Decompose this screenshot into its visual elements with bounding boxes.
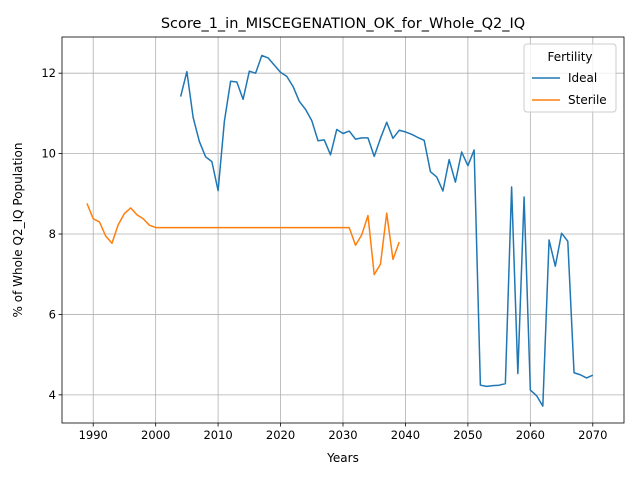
x-tick-label: 2070 [578, 428, 607, 442]
x-tick-label: 2040 [391, 428, 420, 442]
legend-title: Fertility [547, 50, 592, 64]
y-axis-label: % of Whole Q2_IQ Population [11, 143, 25, 318]
x-tick-label: 2030 [328, 428, 357, 442]
x-axis-label: Years [326, 451, 359, 465]
x-tick-label: 2020 [266, 428, 295, 442]
x-tick-label: 2050 [453, 428, 482, 442]
legend-label-ideal: Ideal [568, 71, 597, 85]
x-tick-label: 1990 [79, 428, 108, 442]
chart-title: Score_1_in_MISCEGENATION_OK_for_Whole_Q2… [161, 16, 525, 32]
x-tick-label: 2060 [516, 428, 545, 442]
legend: Fertility Ideal Sterile [524, 44, 616, 112]
y-tick-label: 4 [49, 388, 56, 402]
y-tick-label: 12 [41, 66, 56, 80]
y-tick-label: 10 [41, 147, 56, 161]
x-tick-label: 2000 [141, 428, 170, 442]
y-tick-label: 8 [49, 227, 56, 241]
y-tick-label: 6 [49, 307, 56, 321]
legend-label-sterile: Sterile [568, 93, 607, 107]
x-tick-label: 2010 [203, 428, 232, 442]
